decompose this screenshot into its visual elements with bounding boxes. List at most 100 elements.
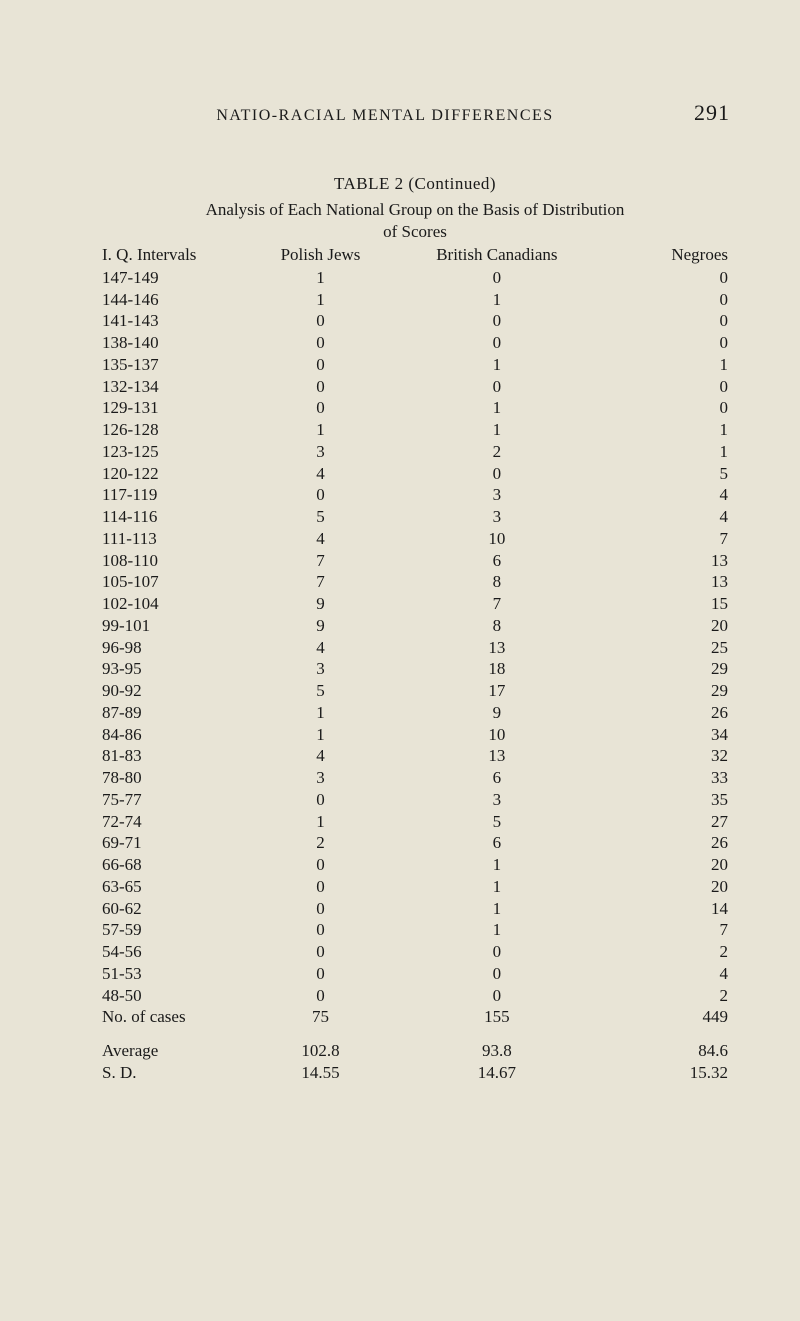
table-row: 99-1019820 [100,615,730,637]
cell: 96-98 [100,637,239,659]
cell: 20 [591,854,730,876]
cell: 0 [591,267,730,289]
cell: 72-74 [100,811,239,833]
cell: 1 [402,876,591,898]
cell: 1 [402,919,591,941]
cell: 1 [402,354,591,376]
cell: 8 [402,571,591,593]
cell: 99-101 [100,615,239,637]
cell: 1 [402,397,591,419]
table-row: 78-803633 [100,767,730,789]
cell: 144-146 [100,289,239,311]
cell: 0 [239,397,403,419]
cell: 33 [591,767,730,789]
table-row: 90-9251729 [100,680,730,702]
cell: 69-71 [100,832,239,854]
table-row: No. of cases75155449 [100,1006,730,1028]
table-row: 102-1049715 [100,593,730,615]
cell: 84-86 [100,724,239,746]
cell: 1 [239,702,403,724]
cell: 0 [239,963,403,985]
page: NATIO-RACIAL MENTAL DIFFERENCES 291 TABL… [0,0,800,1124]
cell: 29 [591,658,730,680]
cell: 17 [402,680,591,702]
cell: 0 [402,332,591,354]
table-row: 114-116534 [100,506,730,528]
cell: 108-110 [100,550,239,572]
cell: 4 [591,484,730,506]
cell: 7 [239,571,403,593]
cell: 9 [239,593,403,615]
cell: 1 [239,267,403,289]
cell: 0 [591,310,730,332]
cell: 3 [402,484,591,506]
cell: 6 [402,832,591,854]
table-row: 63-650120 [100,876,730,898]
cell: 141-143 [100,310,239,332]
cell: 2 [591,941,730,963]
cell: 1 [402,898,591,920]
cell: 84.6 [591,1040,730,1062]
cell: 13 [591,571,730,593]
cell: 0 [239,789,403,811]
table-row: 123-125321 [100,441,730,463]
cell: 54-56 [100,941,239,963]
cell: 0 [591,332,730,354]
cell: 7 [591,919,730,941]
cell: 90-92 [100,680,239,702]
table-row: 117-119034 [100,484,730,506]
cell: 102.8 [239,1040,403,1062]
cell: 0 [239,376,403,398]
cell: 3 [402,789,591,811]
cell: 34 [591,724,730,746]
cell: 0 [591,397,730,419]
cell: 5 [402,811,591,833]
table-row: 105-1077813 [100,571,730,593]
cell: 15 [591,593,730,615]
cell: 3 [239,441,403,463]
col-header-polish: Polish Jews [239,244,403,267]
cell: 0 [402,985,591,1007]
cell: S. D. [100,1062,239,1084]
cell: 0 [591,376,730,398]
table-row: 108-1107613 [100,550,730,572]
cell: 4 [239,745,403,767]
cell: 93.8 [402,1040,591,1062]
table-row: 48-50002 [100,985,730,1007]
cell: 1 [591,441,730,463]
table-title: TABLE 2 (Continued) [100,174,730,194]
cell: 15.32 [591,1062,730,1084]
cell: 126-128 [100,419,239,441]
cell: 132-134 [100,376,239,398]
cell: 1 [402,854,591,876]
col-header-negroes: Negroes [591,244,730,267]
cell: 4 [591,506,730,528]
cell: 0 [402,463,591,485]
cell: 1 [402,289,591,311]
cell: 0 [239,484,403,506]
cell: 1 [239,811,403,833]
cell: 66-68 [100,854,239,876]
table-row: 147-149100 [100,267,730,289]
data-table: I. Q. Intervals Polish Jews British Cana… [100,244,730,1084]
cell: 0 [239,898,403,920]
cell: 4 [239,463,403,485]
cell: 102-104 [100,593,239,615]
cell: 18 [402,658,591,680]
table-row: 126-128111 [100,419,730,441]
cell: 4 [239,637,403,659]
cell: 105-107 [100,571,239,593]
cell: 60-62 [100,898,239,920]
cell: 87-89 [100,702,239,724]
cell: 5 [591,463,730,485]
cell: 48-50 [100,985,239,1007]
cell: 2 [402,441,591,463]
cell: 2 [591,985,730,1007]
cell: 114-116 [100,506,239,528]
table-row: 57-59017 [100,919,730,941]
table-row: 51-53004 [100,963,730,985]
cell: 123-125 [100,441,239,463]
cell: 4 [239,528,403,550]
cell: 25 [591,637,730,659]
cell: 10 [402,724,591,746]
